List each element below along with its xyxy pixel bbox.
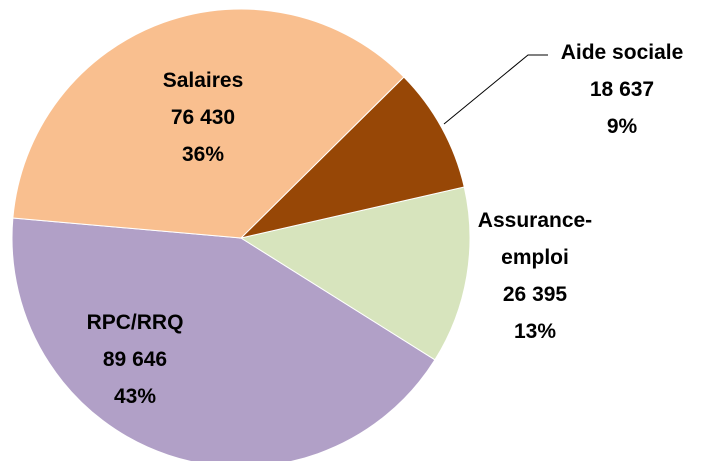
category-label: Assurance-emploi [477,209,593,269]
value-label: 76 430 [170,106,236,129]
percent-label: 43% [113,385,157,408]
percent-label: 13% [513,320,557,343]
pie-slice [11,217,436,461]
value-label: 89 646 [102,348,168,371]
category-label: Salaires [162,69,244,92]
category-label: RPC/RRQ [86,311,184,334]
percent-label: 36% [181,143,225,166]
pie-slice [239,186,471,361]
data-label: Assurance-emploi 26 395 13% [467,202,603,350]
category-label: Aide sociale [560,41,684,64]
pie-slice [12,8,405,239]
percent-label: 9% [606,115,638,138]
data-label: Aide sociale 18 637 9% [554,34,690,145]
data-label: Salaires 76 430 36% [135,62,271,173]
value-label: 18 637 [589,78,655,101]
value-label: 26 395 [502,283,568,306]
pie-slice [239,76,465,239]
data-label: RPC/RRQ 89 646 43% [67,304,203,415]
leader-line [443,54,548,125]
